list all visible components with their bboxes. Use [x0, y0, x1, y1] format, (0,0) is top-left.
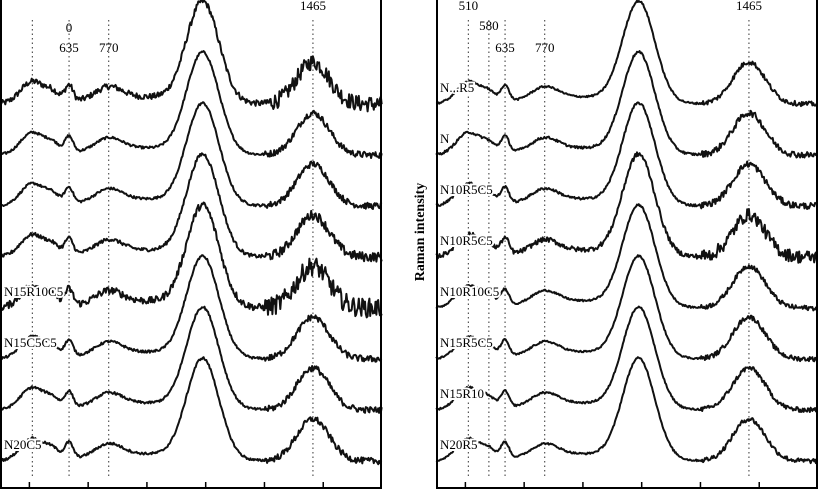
spectrum-line — [0, 201, 383, 319]
spectrum-line — [435, 254, 818, 363]
y-axis-label: Raman intensity — [413, 183, 428, 281]
series-label: N15R10C5 — [4, 284, 63, 299]
series-label: N10R10C5 — [440, 284, 499, 299]
spectrum-line — [0, 0, 383, 113]
series-label: N15R5C5 — [440, 335, 493, 350]
series-label: N10R5C5 — [440, 182, 493, 197]
spectrum-line — [435, 0, 818, 108]
peak-label: 770 — [99, 40, 119, 55]
series-label: N20R5 — [440, 437, 478, 452]
series-label: N — [440, 131, 450, 146]
series-label: N15R10 — [440, 386, 484, 401]
plot-frame — [0, 0, 382, 489]
spectrum-line — [0, 254, 383, 363]
panel-left: N15R10C5 N15C5C5 N20C5 0 635 770 1465 — [0, 0, 383, 489]
peak-label: 1465 — [300, 0, 326, 13]
spectrum-line — [0, 101, 383, 210]
peak-label: 580 — [479, 18, 499, 33]
plot-frame — [436, 0, 818, 489]
spectrum-line — [435, 50, 818, 159]
spectrum-line — [435, 101, 818, 210]
series-label: N15C5C5 — [4, 335, 57, 350]
peak-label: 635 — [495, 40, 515, 55]
peak-label: 1465 — [736, 0, 762, 13]
peak-label: 770 — [535, 40, 555, 55]
peak-label: 510 — [459, 0, 479, 13]
spectrum-line — [0, 50, 383, 159]
peak-label: 635 — [59, 40, 79, 55]
spectrum-line — [435, 151, 818, 264]
series-label: N20C5 — [4, 437, 42, 452]
series-label: N...R5 — [440, 80, 474, 95]
spectrum-line — [0, 152, 383, 263]
peak-label: 0 — [66, 20, 73, 35]
panel-right: N...R5 N N10R5C5 N10R5C5 N10R10C5 N15R5C5 N15R… — [435, 0, 818, 489]
spectrum-line — [0, 356, 383, 466]
spectrum-line — [435, 356, 818, 465]
spectrum-line — [435, 203, 818, 312]
spectrum-line — [0, 305, 383, 414]
series-label: N10R5C5 — [440, 233, 493, 248]
spectrum-line — [435, 305, 818, 413]
